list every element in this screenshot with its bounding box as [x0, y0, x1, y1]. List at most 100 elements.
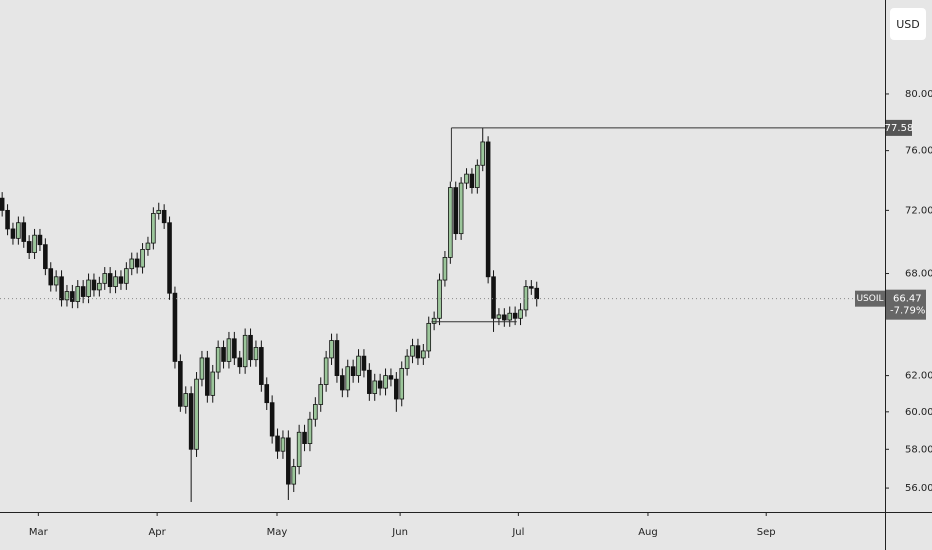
candle-body	[140, 249, 145, 268]
y-tick-label: 72.00	[905, 205, 932, 216]
candle-body	[356, 355, 361, 376]
y-tick-label: 60.00	[905, 407, 932, 418]
candle-body	[350, 366, 356, 376]
candle-body	[97, 282, 102, 291]
y-tick-label: 62.00	[905, 371, 932, 382]
x-tick-label: May	[267, 527, 288, 538]
candle-body	[334, 340, 340, 376]
candle-body	[178, 361, 183, 407]
candle-body	[253, 347, 259, 361]
candle-body	[442, 257, 448, 281]
candle-body	[167, 222, 172, 294]
candle-body	[43, 244, 48, 270]
candle-body	[313, 404, 318, 420]
last-price-box	[886, 289, 926, 320]
candle-body	[10, 228, 16, 239]
candle-body	[156, 209, 162, 214]
candle-body	[21, 222, 27, 242]
x-tick-label: Mar	[29, 527, 49, 538]
candle-body	[496, 314, 502, 319]
candle-body	[448, 187, 453, 258]
candle-body	[59, 276, 64, 301]
candle-body	[280, 437, 286, 452]
candle-body	[124, 268, 129, 284]
candle-body	[194, 378, 199, 450]
candle-body	[426, 322, 432, 352]
candle-body	[415, 345, 421, 359]
candle-body	[5, 209, 10, 230]
candle-body	[113, 276, 118, 288]
candle-body	[388, 375, 394, 380]
x-tick-label: Jun	[391, 527, 408, 538]
symbol-box	[855, 290, 885, 307]
x-tick-label: Apr	[148, 527, 166, 538]
candle-body	[318, 384, 324, 405]
candle-body	[26, 241, 32, 254]
y-tick-label: 76.00	[905, 146, 932, 157]
candle-body	[210, 371, 216, 396]
candle-body	[372, 380, 378, 394]
candle-body	[291, 466, 297, 485]
candle-body	[80, 286, 86, 297]
symbol-label: USOIL	[856, 294, 883, 304]
candle-body	[118, 276, 124, 284]
resistance-price-box	[886, 119, 912, 136]
candle-body	[323, 357, 329, 385]
candle-body	[264, 384, 270, 404]
candle-body	[16, 222, 21, 239]
candle-body	[232, 338, 237, 359]
candle-body	[199, 357, 205, 380]
candle-body	[237, 357, 243, 368]
candle-body	[480, 141, 486, 166]
candle-body	[383, 375, 388, 389]
candle-body	[512, 312, 518, 319]
candle-body	[458, 182, 464, 235]
x-tick-label: Sep	[757, 527, 776, 538]
candle-body	[107, 273, 113, 288]
candle-body	[502, 314, 507, 321]
candle-body	[529, 286, 534, 289]
candle-body	[296, 431, 302, 467]
candle-body	[377, 380, 383, 389]
candle-body	[475, 164, 480, 188]
candle-body	[259, 347, 264, 385]
currency-button[interactable]	[890, 8, 926, 40]
candle-body	[151, 213, 156, 244]
candle-body	[302, 431, 307, 444]
candle-body	[205, 357, 210, 396]
candle-body	[469, 173, 475, 188]
candle-body	[32, 234, 37, 254]
change-label: -7.79%	[890, 306, 925, 317]
candle-body	[464, 173, 469, 184]
candle-body	[172, 292, 178, 362]
x-tick-label: Aug	[638, 527, 658, 538]
candle-body	[361, 355, 367, 371]
candle-body	[226, 338, 232, 362]
candle-body	[394, 378, 399, 400]
candle-body	[507, 312, 513, 321]
y-tick-label: 58.00	[905, 444, 932, 455]
candle-body	[518, 309, 523, 319]
y-tick-label: 68.00	[905, 269, 932, 280]
y-tick-label: 80.00	[905, 89, 932, 100]
candle-body	[410, 345, 415, 357]
candle-body	[102, 273, 108, 284]
candle-body	[491, 276, 496, 319]
currency-label[interactable]: USD	[896, 18, 920, 31]
candle-body	[399, 368, 405, 400]
candle-body	[145, 242, 151, 250]
candle-body	[188, 393, 194, 450]
candle-body	[86, 279, 91, 297]
candle-body	[48, 268, 54, 286]
x-tick-label: Jul	[511, 527, 524, 538]
candle-body	[275, 435, 280, 452]
candle-body	[64, 291, 70, 301]
candle-body	[269, 402, 275, 437]
candle-body	[53, 276, 59, 286]
candle-body	[367, 369, 372, 394]
candle-body	[91, 279, 97, 291]
resistance-price-label: 77.58	[885, 123, 914, 134]
